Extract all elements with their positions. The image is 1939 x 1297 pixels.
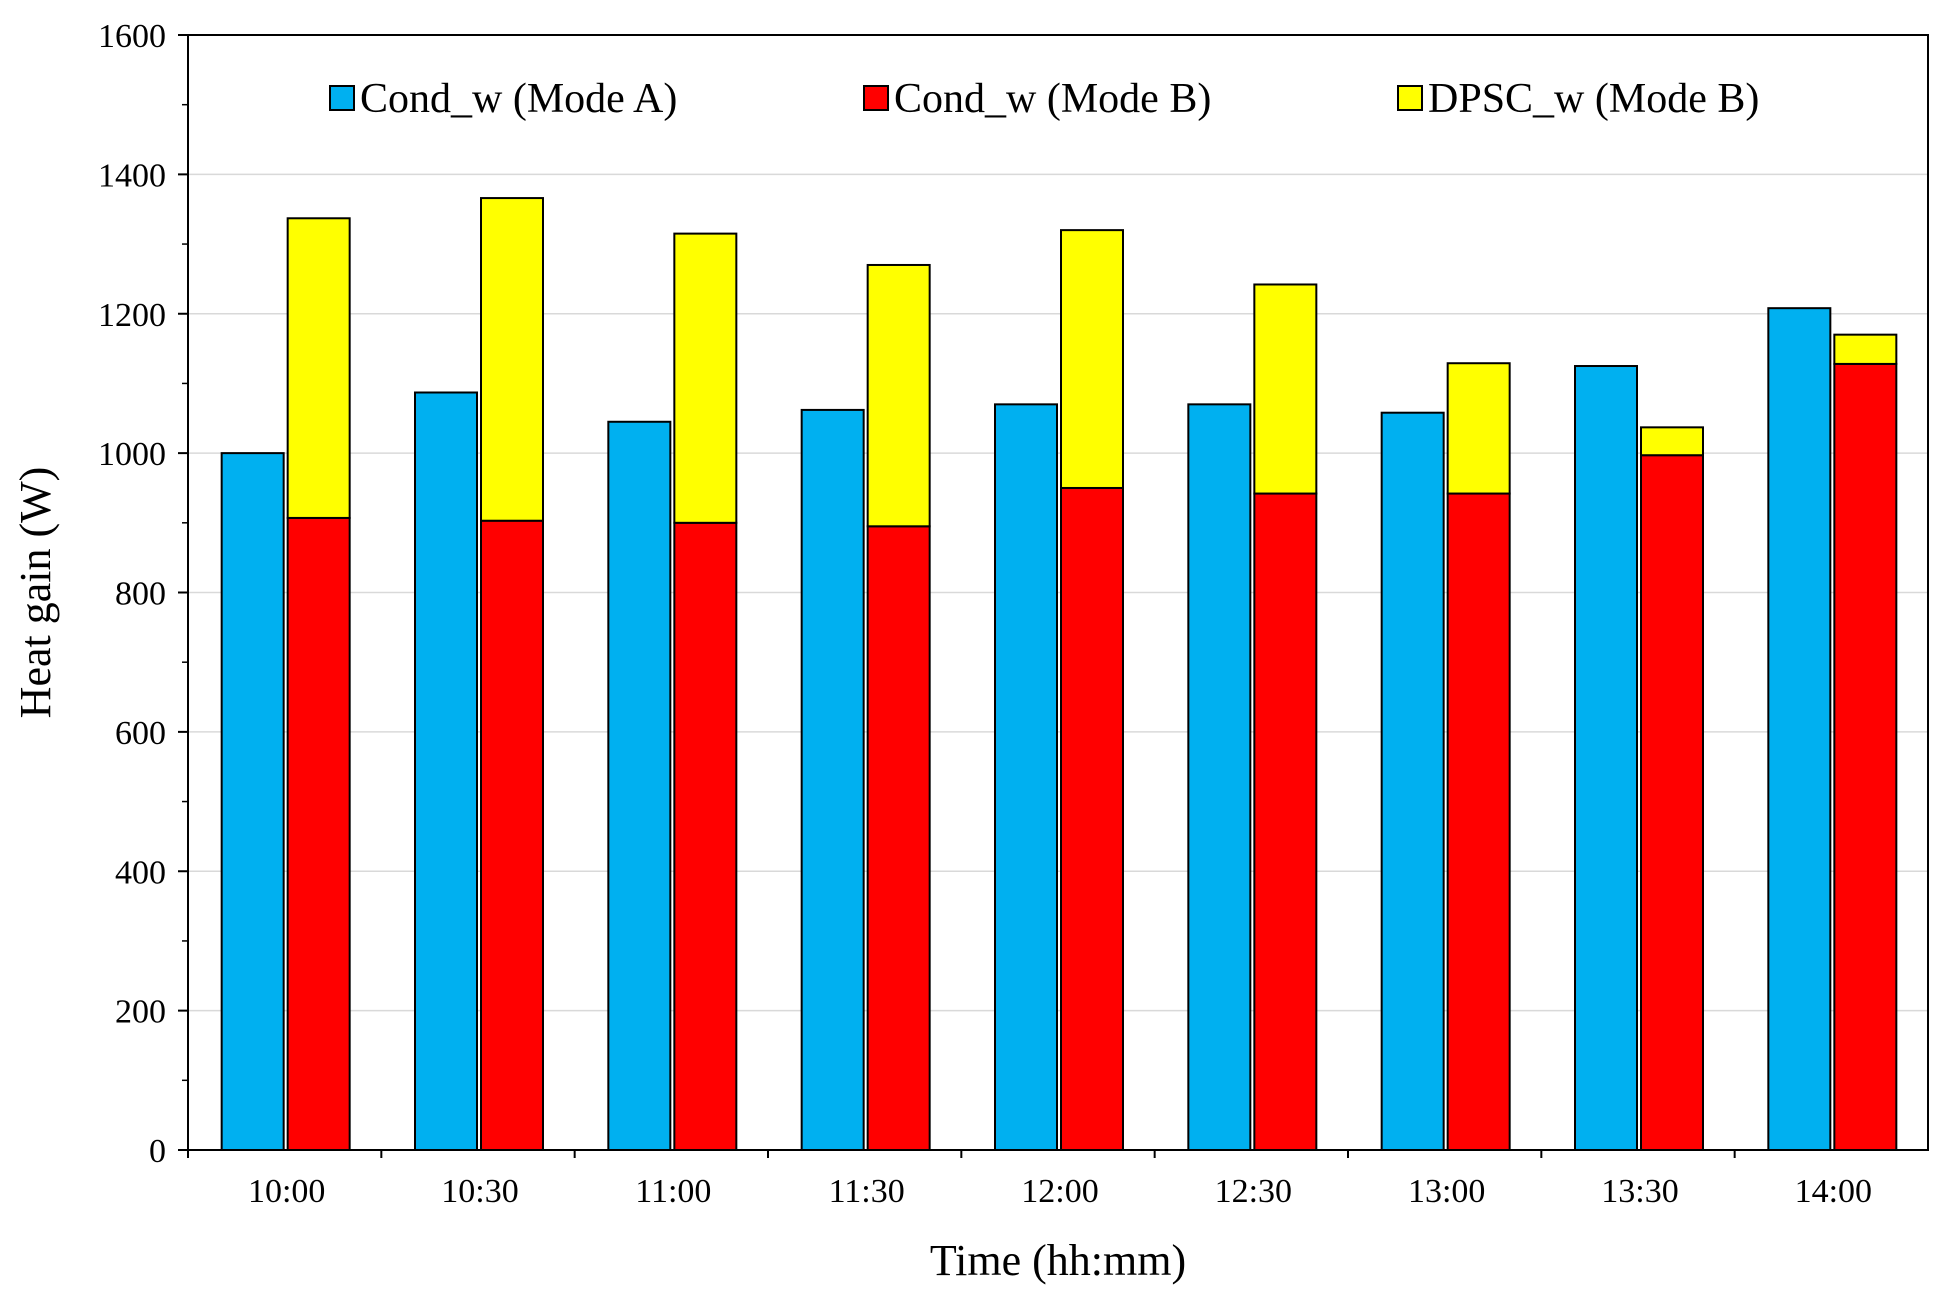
legend-swatch <box>329 85 355 111</box>
bar-dpsc-w-mode-b <box>673 232 738 524</box>
y-tick-label: 0 <box>149 1133 166 1170</box>
bar-dpsc-w-mode-b <box>866 263 931 528</box>
bar-cond-w-mode-a <box>1187 403 1252 1151</box>
legend-swatch <box>1397 85 1423 111</box>
x-axis-title: Time (hh:mm) <box>930 1236 1186 1285</box>
x-tick-label: 10:30 <box>441 1173 518 1210</box>
bar-cond-w-mode-b <box>1833 362 1898 1151</box>
bar-cond-w-mode-b <box>1640 454 1704 1151</box>
legend-swatch <box>863 85 889 111</box>
bar-dpsc-w-mode-b <box>1253 283 1318 495</box>
bar-cond-w-mode-b <box>866 525 931 1151</box>
bar-cond-w-mode-a <box>1380 411 1445 1151</box>
y-tick-label: 1000 <box>98 436 166 473</box>
bar-dpsc-w-mode-b <box>1640 426 1704 457</box>
y-tick-label: 1200 <box>98 297 166 334</box>
y-tick-label: 800 <box>115 576 166 613</box>
bar-cond-w-mode-b <box>1060 486 1124 1151</box>
y-axis-title: Heat gain (W) <box>11 467 60 719</box>
bar-cond-w-mode-b <box>673 521 738 1151</box>
y-tick-label: 600 <box>115 715 166 752</box>
x-tick-label: 12:30 <box>1215 1173 1292 1210</box>
bar-dpsc-w-mode-b <box>1833 333 1898 365</box>
bar-cond-w-mode-a <box>220 452 285 1151</box>
bar-dpsc-w-mode-b <box>286 217 351 519</box>
y-tick-label: 200 <box>115 994 166 1031</box>
legend-label: Cond_w (Mode A) <box>360 76 677 122</box>
bars <box>220 197 1898 1151</box>
y-tick-label: 400 <box>115 854 166 891</box>
bar-cond-w-mode-a <box>800 408 865 1151</box>
bar-cond-w-mode-b <box>1446 492 1511 1151</box>
bar-dpsc-w-mode-b <box>1446 362 1511 495</box>
x-tick-label: 12:00 <box>1021 1173 1098 1210</box>
bar-cond-w-mode-a <box>994 403 1058 1151</box>
bar-cond-w-mode-b <box>480 519 544 1151</box>
x-tick-label: 10:00 <box>248 1173 325 1210</box>
x-tick-label: 11:00 <box>635 1173 711 1210</box>
bar-cond-w-mode-b <box>1253 492 1318 1151</box>
legend-label: Cond_w (Mode B) <box>894 76 1211 122</box>
bar-cond-w-mode-a <box>1574 365 1638 1151</box>
bar-dpsc-w-mode-b <box>1060 229 1124 489</box>
bar-cond-w-mode-a <box>414 391 478 1151</box>
x-tick-label: 11:30 <box>829 1173 905 1210</box>
x-tick-label: 14:00 <box>1795 1173 1872 1210</box>
axes: 0 200 400 600 800 1000 1200 1400 1600 10:00 10:30 1… <box>98 18 1872 1210</box>
y-tick-label: 1600 <box>98 18 166 55</box>
bar-cond-w-mode-a <box>607 420 672 1151</box>
x-tick-label: 13:30 <box>1601 1173 1678 1210</box>
legend-label: DPSC_w (Mode B) <box>1428 76 1759 122</box>
bar-dpsc-w-mode-b <box>480 197 544 522</box>
x-tick-label: 13:00 <box>1408 1173 1485 1210</box>
y-tick-label: 1400 <box>98 157 166 194</box>
bar-cond-w-mode-b <box>286 516 351 1151</box>
bar-cond-w-mode-a <box>1767 307 1832 1151</box>
legend: Cond_w (Mode A) Cond_w (Mode B) DPSC_w (Mo… <box>329 76 1759 122</box>
